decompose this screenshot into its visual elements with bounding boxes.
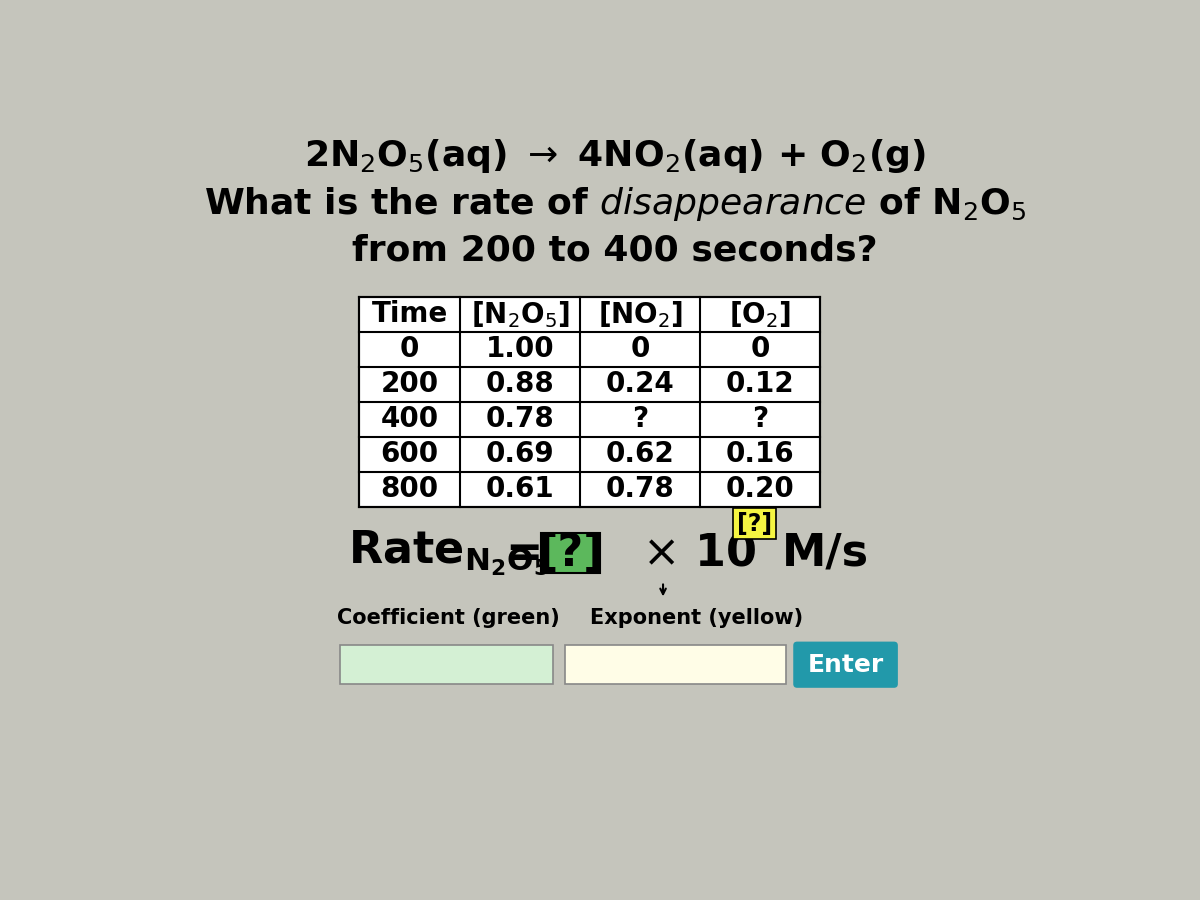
Text: 0.69: 0.69: [486, 440, 554, 468]
Text: Coefficient (green): Coefficient (green): [337, 608, 559, 627]
Bar: [733, 508, 776, 539]
Bar: [359, 297, 821, 507]
Text: $\times$ 10: $\times$ 10: [642, 532, 757, 574]
Text: [NO$_2$]: [NO$_2$]: [598, 299, 683, 329]
Text: What is the rate of $\it{disappearance}$ of N$_2$O$_5$: What is the rate of $\it{disappearance}$…: [204, 185, 1026, 223]
Text: Enter: Enter: [808, 652, 883, 677]
Bar: [565, 645, 786, 684]
Text: ?: ?: [752, 405, 768, 433]
Text: 1.00: 1.00: [486, 335, 554, 364]
Text: 0: 0: [751, 335, 770, 364]
Text: [?]: [?]: [737, 512, 772, 535]
Text: =: =: [505, 532, 542, 574]
Text: [?]: [?]: [538, 532, 604, 574]
Text: 0.61: 0.61: [486, 475, 554, 503]
Text: 800: 800: [380, 475, 439, 503]
Text: 0.24: 0.24: [606, 370, 674, 398]
Text: 0.62: 0.62: [606, 440, 674, 468]
Text: 200: 200: [380, 370, 439, 398]
Text: [N$_2$O$_5$]: [N$_2$O$_5$]: [470, 299, 570, 329]
Text: M/s: M/s: [781, 532, 869, 574]
Text: 2N$_2$O$_5$(aq) $\rightarrow$ 4NO$_2$(aq) + O$_2$(g): 2N$_2$O$_5$(aq) $\rightarrow$ 4NO$_2$(aq…: [304, 137, 926, 175]
Text: Rate$_{\mathregular{N_2O_5}}$: Rate$_{\mathregular{N_2O_5}}$: [348, 528, 548, 578]
Text: [O$_2$]: [O$_2$]: [730, 299, 791, 329]
Text: 0.20: 0.20: [726, 475, 794, 503]
Bar: [340, 645, 553, 684]
Text: 0.78: 0.78: [606, 475, 674, 503]
Text: Exponent (yellow): Exponent (yellow): [590, 608, 803, 627]
FancyBboxPatch shape: [793, 642, 898, 688]
Text: ?: ?: [632, 405, 648, 433]
Text: 0.16: 0.16: [726, 440, 794, 468]
Text: Time: Time: [372, 301, 448, 328]
Bar: [541, 533, 600, 573]
Text: 0.88: 0.88: [486, 370, 554, 398]
Text: 0.78: 0.78: [486, 405, 554, 433]
Text: from 200 to 400 seconds?: from 200 to 400 seconds?: [352, 233, 878, 267]
Text: 0: 0: [400, 335, 419, 364]
Text: 0: 0: [630, 335, 650, 364]
Text: 600: 600: [380, 440, 439, 468]
Text: 400: 400: [380, 405, 439, 433]
Text: 0.12: 0.12: [726, 370, 794, 398]
